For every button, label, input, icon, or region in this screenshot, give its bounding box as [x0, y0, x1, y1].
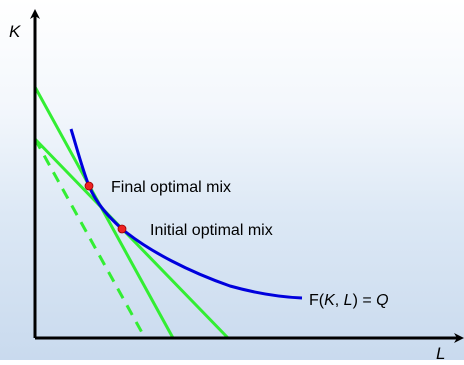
isoquant-label: F(K, L) = Q: [309, 292, 389, 309]
final-optimal-point: [84, 181, 94, 191]
final-optimal-label: Final optimal mix: [111, 179, 231, 196]
initial-optimal-point: [117, 224, 127, 234]
isocost-line-dashed: [33, 138, 147, 339]
initial-optimal-label: Initial optimal mix: [150, 222, 273, 239]
x-axis-label: L: [436, 344, 445, 360]
y-axis-label: K: [9, 22, 21, 41]
isoquant-curve: [69, 128, 303, 300]
isocost-line-initial: [33, 137, 230, 340]
